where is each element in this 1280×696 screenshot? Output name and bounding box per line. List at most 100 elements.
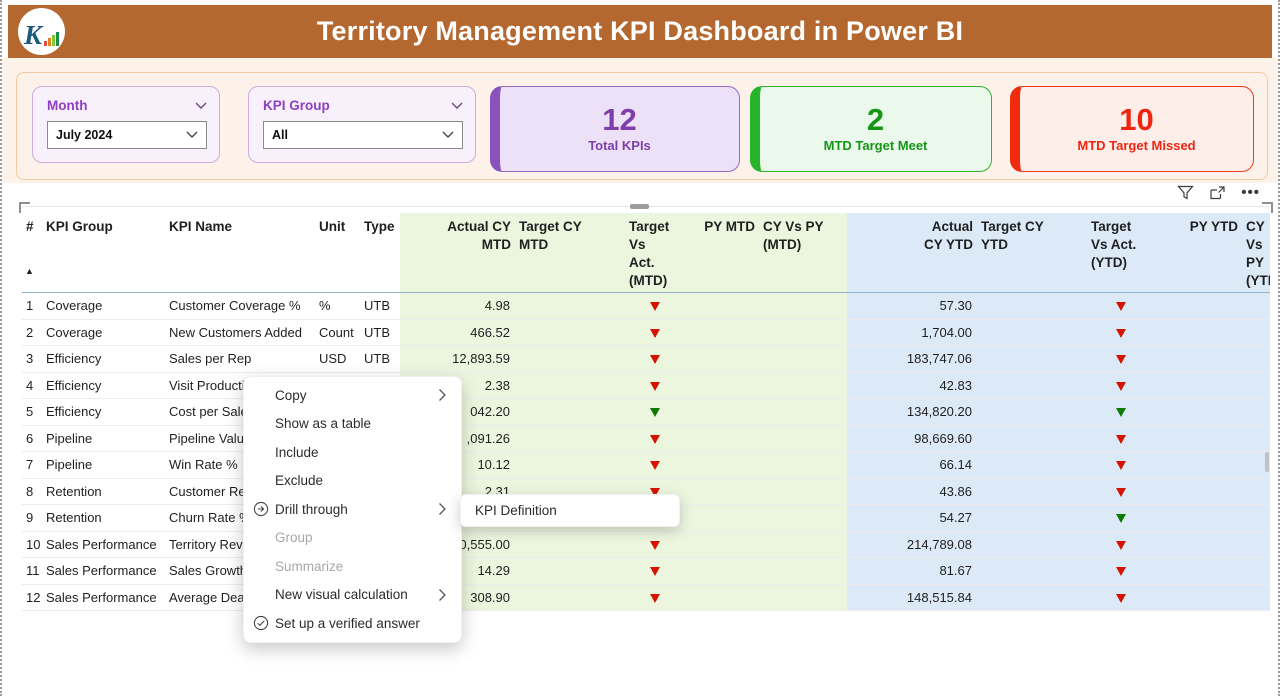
table-row[interactable]: 6 Pipeline Pipeline Value ,091.26 98,669.60	[22, 425, 1270, 452]
visual-toolbar: •••	[1177, 184, 1260, 202]
tva_ytd-cell	[1087, 504, 1154, 532]
actual_cy_ytd-cell: 148,515.84	[847, 584, 977, 611]
target-status-red-triangle-icon	[1115, 434, 1126, 444]
py_ytd-cell	[1154, 319, 1242, 346]
menu-item-exclude[interactable]: Exclude	[244, 467, 461, 496]
menu-item-show-as-a-table[interactable]: Show as a table	[244, 410, 461, 439]
target_cy_mtd-cell	[515, 451, 625, 479]
column-header-kpi_name[interactable]: KPI Name	[169, 219, 233, 234]
chevron-down-icon	[186, 128, 198, 142]
column-header-kpi_group[interactable]: KPI Group	[46, 219, 113, 234]
chevron-right-icon	[438, 388, 447, 402]
vertical-scrollbar-thumb[interactable]	[1265, 452, 1269, 472]
verified-answer-icon	[253, 615, 269, 631]
column-header-actual_cy_ytd[interactable]: Actual CY YTD	[847, 213, 977, 293]
py_mtd-cell	[685, 425, 759, 452]
column-header-actual_cy_mtd[interactable]: Actual CY MTD	[400, 213, 515, 293]
target-status-red-triangle-icon	[650, 434, 660, 444]
cyvpy_ytd-cell	[1242, 372, 1270, 399]
chevron-down-icon[interactable]	[195, 98, 207, 113]
py_ytd-cell	[1154, 531, 1242, 558]
kpi_group-cell: Pipeline	[42, 451, 165, 479]
num-cell: 11	[22, 557, 42, 585]
cyvpy_mtd-cell	[759, 372, 847, 399]
kpi_group-cell: Retention	[42, 504, 165, 532]
more-options-icon[interactable]: •••	[1241, 184, 1260, 201]
mtd-target-meet-card[interactable]: 2 MTD Target Meet	[750, 86, 992, 172]
menu-item-label: Drill through	[275, 501, 348, 517]
target_cy_mtd-cell	[515, 345, 625, 373]
menu-item-label: Copy	[275, 387, 307, 403]
menu-item-label: Set up a verified answer	[275, 615, 420, 631]
table-row[interactable]: 10 Sales Performance Territory Revenue 30,5…	[22, 531, 1270, 558]
table-row[interactable]: 5 Efficiency Cost per Sale 042.20 134,820.20	[22, 398, 1270, 426]
chevron-down-icon	[442, 128, 454, 142]
column-header-py_mtd[interactable]: PY MTD	[685, 213, 759, 293]
mtd-target-missed-label: MTD Target Missed	[1077, 138, 1196, 153]
target_cy_mtd-cell	[515, 372, 625, 399]
num-cell: 2	[22, 319, 42, 346]
kpi-group-dropdown-value: All	[272, 128, 288, 142]
target_cy_mtd-cell	[515, 425, 625, 452]
column-header-tva_ytd[interactable]: Target Vs Act. (YTD)	[1087, 213, 1154, 293]
table-row[interactable]: 12 Sales Performance Average Deal Size 308.…	[22, 584, 1270, 611]
py_mtd-cell	[685, 557, 759, 585]
tva_ytd-cell	[1087, 372, 1154, 399]
menu-item-include[interactable]: Include	[244, 438, 461, 467]
target-status-red-triangle-icon	[1115, 593, 1126, 603]
focus-mode-icon[interactable]	[1209, 185, 1226, 201]
submenu-item-kpi-definition[interactable]: KPI Definition	[475, 503, 557, 518]
column-header-py_ytd[interactable]: PY YTD	[1154, 213, 1242, 293]
column-header-target_cy_mtd[interactable]: Target CY MTD	[515, 213, 625, 293]
menu-item-copy[interactable]: Copy	[244, 381, 461, 410]
menu-item-new-visual-calculation[interactable]: New visual calculation	[244, 581, 461, 610]
horizontal-scrollbar-thumb[interactable]	[630, 204, 649, 209]
column-header-target_cy_ytd[interactable]: Target CY YTD	[977, 213, 1087, 293]
menu-item-label: Show as a table	[275, 416, 372, 432]
column-header-type[interactable]: Type	[364, 219, 395, 234]
total-kpis-card[interactable]: 12 Total KPIs	[490, 86, 740, 172]
column-header-num[interactable]: #	[26, 219, 34, 234]
cyvpy_mtd-cell	[759, 557, 847, 585]
table-row[interactable]: 8 Retention Customer Retention % 2.31 43.86	[22, 478, 1270, 505]
table-row[interactable]: 1 Coverage Customer Coverage %% UTB 4.98 57.3…	[22, 292, 1270, 320]
kpi_group-cell: Sales Performance	[42, 557, 165, 585]
column-header-cyvpy_ytd[interactable]: CY Vs PY (YTD)	[1242, 213, 1270, 293]
chevron-down-icon[interactable]	[451, 98, 463, 113]
mtd-target-missed-card[interactable]: 10 MTD Target Missed	[1010, 86, 1254, 172]
column-header-tva_mtd[interactable]: Target Vs Act. (MTD)	[625, 213, 685, 293]
tva_ytd-cell	[1087, 584, 1154, 611]
cyvpy_mtd-cell	[759, 345, 847, 373]
py_mtd-cell	[685, 478, 759, 505]
month-dropdown[interactable]: July 2024	[47, 121, 207, 149]
table-row[interactable]: 3 Efficiency Sales per Rep USD UTB 12,893.59 1…	[22, 345, 1270, 373]
actual_cy_ytd-cell: 42.83	[847, 372, 977, 399]
filter-icon[interactable]	[1177, 185, 1195, 201]
actual_cy_ytd-cell: 183,747.06	[847, 345, 977, 373]
table-row[interactable]: 7 Pipeline Win Rate % 10.12 66.14	[22, 451, 1270, 479]
actual_cy_ytd-cell: 43.86	[847, 478, 977, 505]
sort-ascending-icon[interactable]: ▲	[25, 266, 34, 276]
py_ytd-cell	[1154, 478, 1242, 505]
table-row[interactable]: 11 Sales Performance Sales Growth % 14.29 81…	[22, 557, 1270, 585]
cyvpy_ytd-cell	[1242, 531, 1270, 558]
target_cy_ytd-cell	[977, 504, 1087, 532]
table-row[interactable]: 2 Coverage New Customers Added Count UTB 466.…	[22, 319, 1270, 346]
kpi-group-dropdown[interactable]: All	[263, 121, 463, 149]
tva_ytd-cell	[1087, 478, 1154, 505]
cyvpy_mtd-cell	[759, 451, 847, 479]
target-status-red-triangle-icon	[1115, 461, 1126, 471]
chevron-right-icon	[438, 502, 447, 516]
target-status-red-triangle-icon	[650, 302, 660, 312]
menu-item-set-up-a-verified-answer[interactable]: Set up a verified answer	[244, 609, 461, 638]
company-logo: K	[18, 8, 65, 55]
py_ytd-cell	[1154, 372, 1242, 399]
column-header-unit[interactable]: Unit	[319, 219, 346, 234]
drill-through-icon	[253, 501, 269, 517]
menu-item-drill-through[interactable]: Drill through	[244, 495, 461, 524]
kpi-group-slicer: KPI Group All	[248, 86, 476, 163]
py_ytd-cell	[1154, 557, 1242, 585]
num-cell: 5	[22, 398, 42, 426]
column-header-cyvpy_mtd[interactable]: CY Vs PY (MTD)	[759, 213, 847, 293]
